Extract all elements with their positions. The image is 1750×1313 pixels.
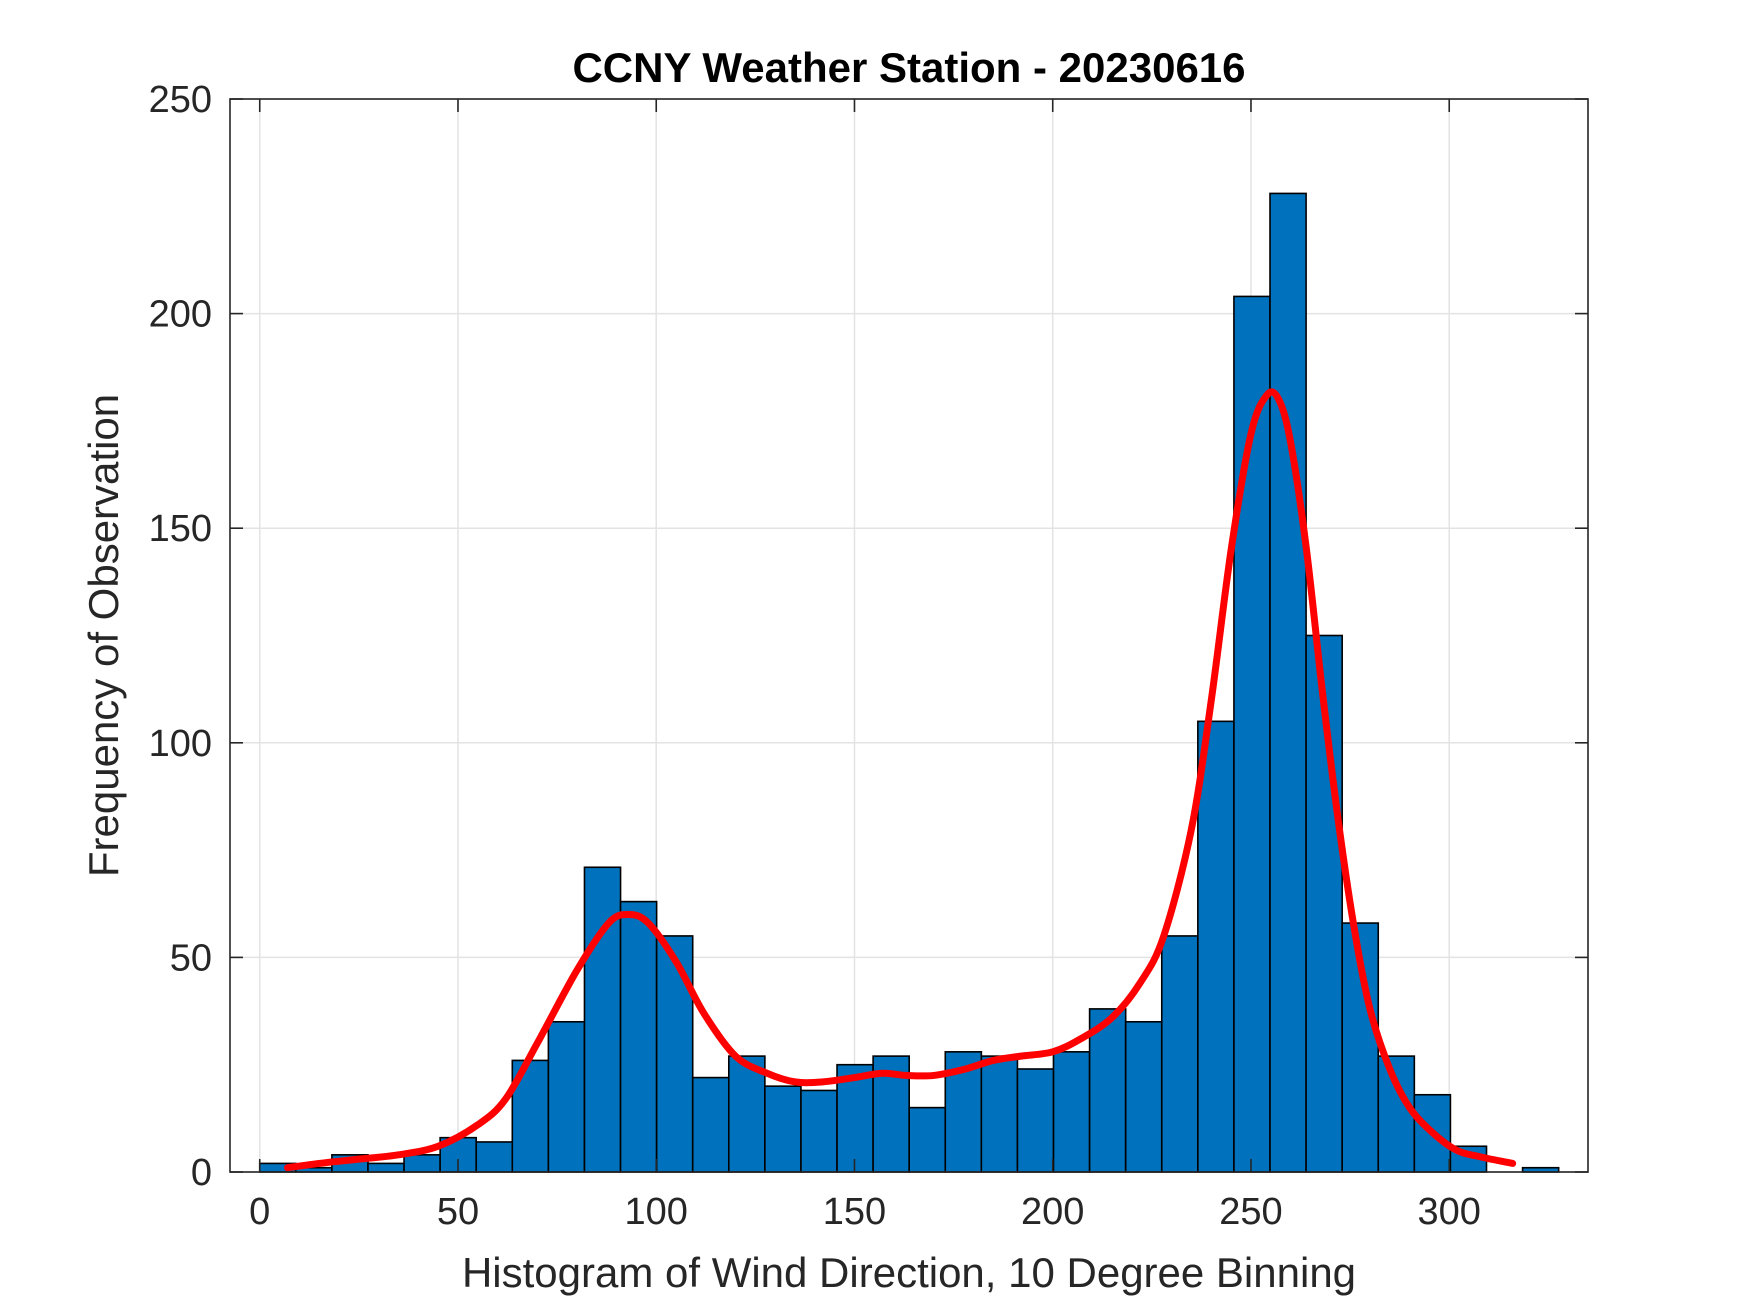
plot-area [230,99,1588,1172]
x-tick-label: 300 [1418,1191,1481,1233]
histogram-bar [583,866,622,1173]
histogram-bar [980,1055,1019,1173]
x-axis-label: Histogram of Wind Direction, 10 Degree B… [462,1249,1356,1296]
histogram-bar [1124,1020,1163,1173]
fit-layer [283,388,1517,1172]
histogram-bar [1197,720,1235,1173]
x-tick-label: 150 [823,1191,886,1233]
y-tick-label: 100 [149,723,212,765]
histogram-bar [511,1059,550,1173]
histogram-bar [727,1055,766,1173]
histogram-bar [691,1076,730,1173]
y-tick-label: 0 [191,1152,212,1194]
histogram-bar [403,1154,441,1173]
histogram-bar [1413,1093,1452,1173]
histogram-bar [619,900,658,1173]
histogram-bar [655,935,694,1173]
axes-box [229,98,1589,1173]
y-tick-label: 200 [149,294,212,336]
histogram-bar [1052,1051,1091,1173]
y-tick-label: 50 [170,937,212,979]
y-axis-label: Frequency of Observation [80,394,127,877]
chart-title: CCNY Weather Station - 20230616 [572,44,1245,91]
histogram-bar [1016,1068,1055,1173]
histogram-bar [908,1106,947,1173]
fit-curve-line [283,388,1517,1172]
histogram-bar [475,1141,514,1173]
histogram-bar [547,1020,586,1173]
tick-labels-layer: 0 50 100 150 200 250 300 0 50 100 150 200 250 [149,79,1481,1233]
histogram-bar [1160,935,1199,1173]
x-tick-label: 100 [625,1191,688,1233]
x-tick-label: 200 [1021,1191,1084,1233]
histogram-bar [764,1085,802,1173]
ticks-layer [230,98,1588,1173]
y-tick-label: 150 [149,508,212,550]
x-tick-label: 50 [437,1191,479,1233]
histogram-bar [1269,192,1307,1173]
x-tick-label: 0 [249,1191,270,1233]
y-tick-label: 250 [149,79,212,121]
histogram-bar [1377,1055,1416,1173]
histogram-bar [367,1162,405,1173]
histogram-bar [800,1089,838,1173]
x-tick-label: 250 [1219,1191,1282,1233]
